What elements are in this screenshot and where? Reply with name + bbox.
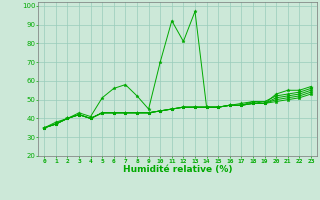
X-axis label: Humidité relative (%): Humidité relative (%) [123,165,232,174]
